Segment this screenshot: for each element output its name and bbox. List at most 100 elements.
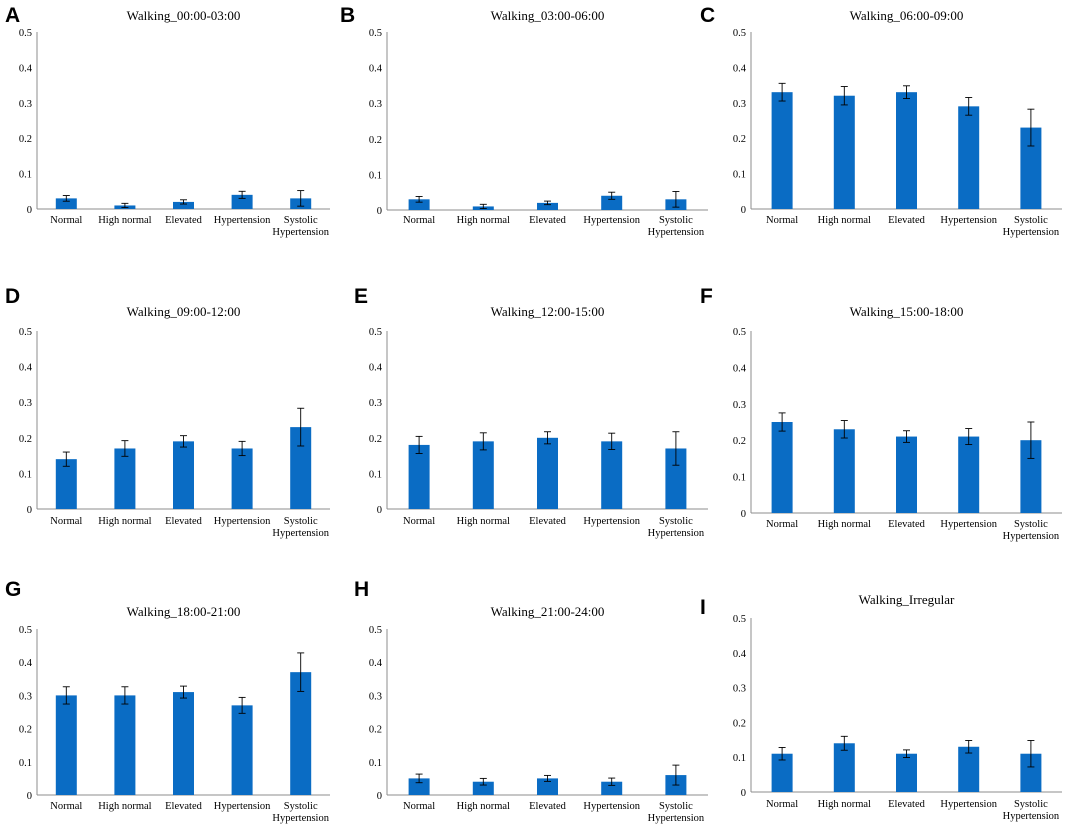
bar-elevated [537,778,558,795]
chart-panel-c: C Walking_06:00-09:00 0 0.1 0.2 0.3 0.4 0.5 Norm… [700,4,1062,238]
y-tick-label: 0.3 [733,684,746,695]
bar-elevated [896,92,917,209]
category-label: Normal [403,801,435,812]
y-tick-label: 0.3 [19,99,32,110]
category-label: High normal [98,516,151,527]
bar-hypertension [601,195,623,210]
category-label: Normal [50,801,82,812]
y-tick-label: 0.2 [19,434,32,445]
error-bar-elevated [903,430,910,443]
error-bar-hypertension [608,777,616,786]
bar-elevated [537,437,558,509]
error-bar-high-normal [479,203,487,210]
bar-normal [408,444,430,509]
error-bar-elevated [180,435,187,448]
error-bar-hypertension [608,432,616,450]
y-tick-label: 0.5 [369,327,382,338]
y-tick-label: 0.2 [19,725,32,736]
chart-panel-d: D Walking_09:00-12:00 0 0.1 0.2 0.3 0.4 0.5 Norm… [5,285,330,539]
bar-elevated [173,692,194,795]
error-bar-systolic-hypertension [1027,421,1035,459]
error-bar-systolic-hypertension [297,190,305,207]
category-label: Hypertension [583,801,640,812]
y-tick-label: 0.4 [369,658,383,669]
error-bar-systolic-hypertension [672,191,680,208]
chart-panel-i: I Walking_Irregular 0 0.1 0.2 0.3 0.4 0.5 Normal… [700,592,1062,822]
category-label: Systolic [284,215,318,226]
bar-systolic-hypertension [290,427,312,509]
category-label: Systolic [659,516,693,527]
y-tick-label: 0.3 [733,99,746,110]
error-bar-high-normal [121,440,129,457]
error-bar-normal [415,196,423,203]
category-label: Systolic [1014,215,1048,226]
y-tick-label: 0.3 [19,691,32,702]
bar-high-normal [833,429,855,513]
y-tick-label: 0 [377,505,382,516]
category-label: Hypertension [214,801,271,812]
category-label: Hypertension [940,799,997,810]
category-label: Normal [766,215,798,226]
y-tick-label: 0.3 [369,398,382,409]
bar-elevated [537,202,558,210]
category-label: Hypertension [272,528,329,539]
y-tick-label: 0.1 [19,170,32,181]
bar-elevated [896,753,917,792]
error-bar-hypertension [965,740,973,754]
chart-title: Walking_06:00-09:00 [850,8,964,23]
chart-panel-g: G Walking_18:00-21:00 0 0.1 0.2 0.3 0.4 0.5 Norm… [5,578,330,824]
error-bar-normal [62,195,70,202]
error-bar-high-normal [121,686,129,705]
chart-panel-h: H Walking_21:00-24:00 0 0.1 0.2 0.3 0.4 0.5 Norm… [354,578,708,824]
y-tick-label: 0 [27,205,32,216]
error-bar-hypertension [238,190,246,199]
bar-normal [408,778,430,795]
bar-normal [55,695,77,795]
error-bar-hypertension [238,440,246,457]
y-tick-label: 0.1 [369,469,382,480]
y-tick-label: 0.5 [733,28,746,39]
bar-systolic-hypertension [1020,753,1042,792]
error-bar-hypertension [965,97,973,116]
category-label: Hypertension [272,813,329,824]
category-label: Hypertension [1003,227,1060,238]
error-bar-elevated [180,685,187,699]
bar-systolic-hypertension [665,448,687,509]
category-label: High normal [98,215,151,226]
category-label: Hypertension [272,227,329,238]
y-tick-label: 0.3 [369,691,382,702]
bar-high-normal [114,448,136,509]
error-bar-elevated [544,431,551,445]
y-tick-label: 0 [27,505,32,516]
error-bar-hypertension [608,191,616,200]
category-label: Hypertension [648,813,705,824]
chart-panel-a: A Walking_00:00-03:00 0 0.1 0.2 0.3 0.4 0.5 Norm… [5,4,330,238]
panel-letter: B [340,4,355,27]
bar-systolic-hypertension [1020,127,1042,209]
bar-high-normal [833,95,855,209]
y-tick-label: 0.1 [733,170,746,181]
y-tick-label: 0.5 [369,625,382,636]
category-label: High normal [818,215,871,226]
y-tick-label: 0.4 [733,363,747,374]
bar-hypertension [231,194,253,209]
bar-hypertension [601,441,623,509]
chart-panel-e: E Walking_12:00-15:00 0 0.1 0.2 0.3 0.4 0.5 Norm… [354,285,708,539]
error-bar-elevated [544,774,551,782]
category-label: Hypertension [214,516,271,527]
chart-panel-f: F Walking_15:00-18:00 0 0.1 0.2 0.3 0.4 0.5 Norm… [700,285,1062,542]
category-label: Hypertension [583,516,640,527]
category-label: Elevated [888,519,925,530]
chart-panel-b: B Walking_03:00-06:00 0 0.1 0.2 0.3 0.4 0.5 Norm… [340,4,708,238]
error-bar-elevated [903,749,910,758]
category-label: Hypertension [648,528,705,539]
category-label: Elevated [529,516,566,527]
y-tick-label: 0.3 [369,99,382,110]
y-tick-label: 0.2 [19,134,32,145]
bar-hypertension [958,106,980,209]
error-bar-systolic-hypertension [672,764,680,786]
error-bar-systolic-hypertension [297,407,305,447]
bar-normal [771,92,793,209]
bar-hypertension [958,746,980,792]
error-bar-normal [778,82,786,102]
